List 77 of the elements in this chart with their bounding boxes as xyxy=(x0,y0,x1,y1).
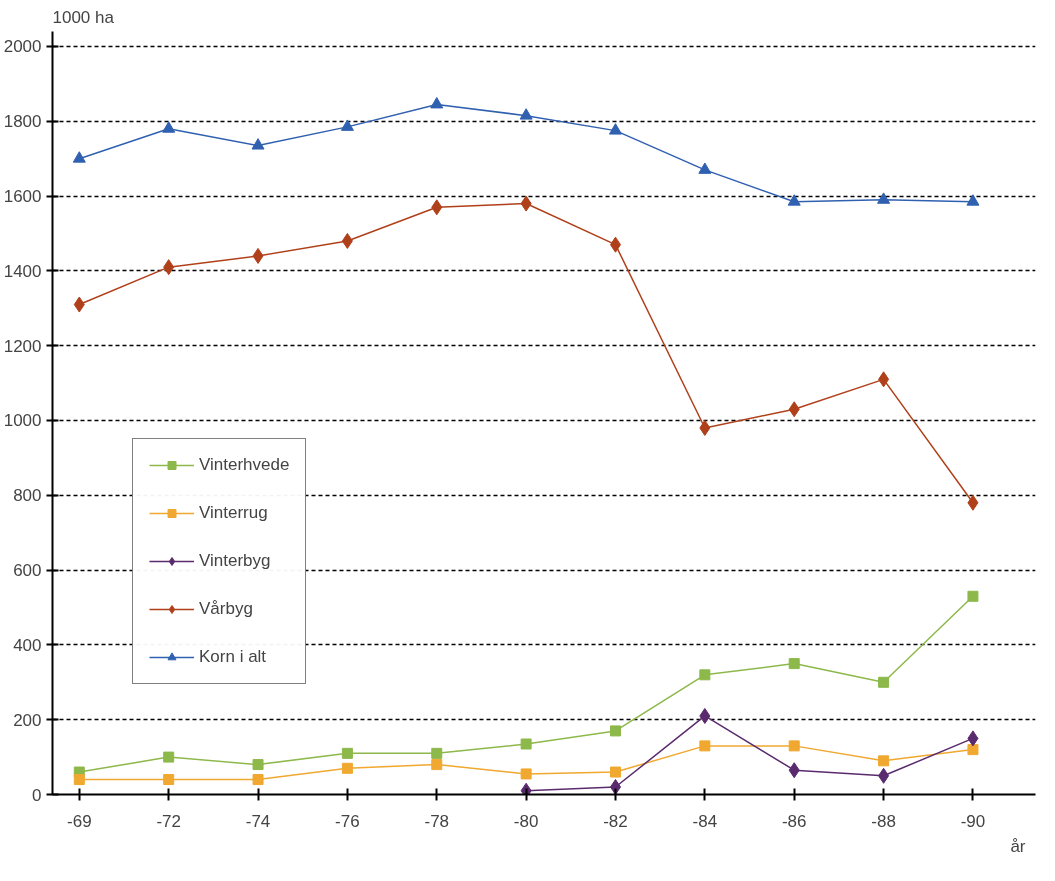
y-tick-label: 1000 xyxy=(3,411,42,431)
point xyxy=(251,138,265,150)
x-axis-title: år xyxy=(1010,836,1026,856)
point xyxy=(787,194,801,206)
point xyxy=(698,162,712,174)
legend-label: Vinterhvede xyxy=(199,455,290,475)
point xyxy=(73,296,85,313)
y-tick-label: 200 xyxy=(13,710,42,730)
point xyxy=(699,669,711,681)
point xyxy=(878,767,890,784)
y-tick-label: 1600 xyxy=(3,187,42,207)
y-tick-label: 1800 xyxy=(3,112,42,132)
point xyxy=(877,192,891,204)
point xyxy=(967,744,979,756)
point xyxy=(878,371,890,388)
point xyxy=(699,740,711,752)
point xyxy=(967,590,979,602)
point xyxy=(162,121,176,133)
point xyxy=(430,97,444,109)
y-tick-label: 400 xyxy=(13,635,42,655)
point xyxy=(788,740,800,752)
x-tick-label: -76 xyxy=(335,811,360,831)
point xyxy=(163,774,175,786)
point xyxy=(609,766,621,778)
point xyxy=(967,730,979,747)
point xyxy=(788,401,800,418)
x-tick-label: -82 xyxy=(603,811,628,831)
point xyxy=(609,236,621,253)
legend-label: Vinterrug xyxy=(199,503,268,523)
point xyxy=(788,658,800,670)
x-tick-label: -74 xyxy=(245,811,271,831)
y-tick-label: 0 xyxy=(32,785,42,805)
x-tick-label: -80 xyxy=(513,811,539,831)
point xyxy=(252,759,264,771)
legend-label: Vinterbyg xyxy=(199,551,271,571)
point xyxy=(163,259,175,276)
point xyxy=(252,247,264,264)
point xyxy=(431,199,443,216)
point xyxy=(341,232,353,249)
point xyxy=(252,774,264,786)
x-tick-label: -86 xyxy=(781,811,807,831)
point xyxy=(788,762,800,779)
x-tick-label: -78 xyxy=(424,811,450,831)
y-tick-label: 600 xyxy=(13,561,42,581)
point xyxy=(519,108,533,120)
point xyxy=(431,747,443,759)
y-tick-label: 1400 xyxy=(3,261,42,281)
y-tick-label: 800 xyxy=(13,486,42,506)
x-tick-label: -69 xyxy=(67,811,92,831)
point xyxy=(609,725,621,737)
x-tick-label: -90 xyxy=(960,811,986,831)
point xyxy=(431,759,443,771)
point xyxy=(163,751,175,763)
point xyxy=(73,774,85,786)
point xyxy=(699,419,711,436)
x-tick-label: -88 xyxy=(871,811,896,831)
point xyxy=(878,676,890,688)
point xyxy=(699,707,711,724)
legend-label: Korn i alt xyxy=(199,647,267,667)
point xyxy=(967,494,979,511)
point xyxy=(878,755,890,767)
point xyxy=(520,738,532,750)
y-axis-title: 1000 ha xyxy=(52,7,115,27)
x-tick-label: -72 xyxy=(156,811,181,831)
point xyxy=(520,195,532,212)
y-tick-label: 1200 xyxy=(3,336,42,356)
point xyxy=(341,747,353,759)
point xyxy=(341,762,353,774)
point xyxy=(966,194,980,206)
point xyxy=(72,151,86,163)
point xyxy=(520,768,532,780)
y-tick-label: 2000 xyxy=(3,37,42,57)
point xyxy=(608,123,622,135)
point xyxy=(609,779,621,795)
x-tick-label: -84 xyxy=(692,811,718,831)
point xyxy=(340,119,354,131)
legend-label: Vårbyg xyxy=(199,599,253,619)
